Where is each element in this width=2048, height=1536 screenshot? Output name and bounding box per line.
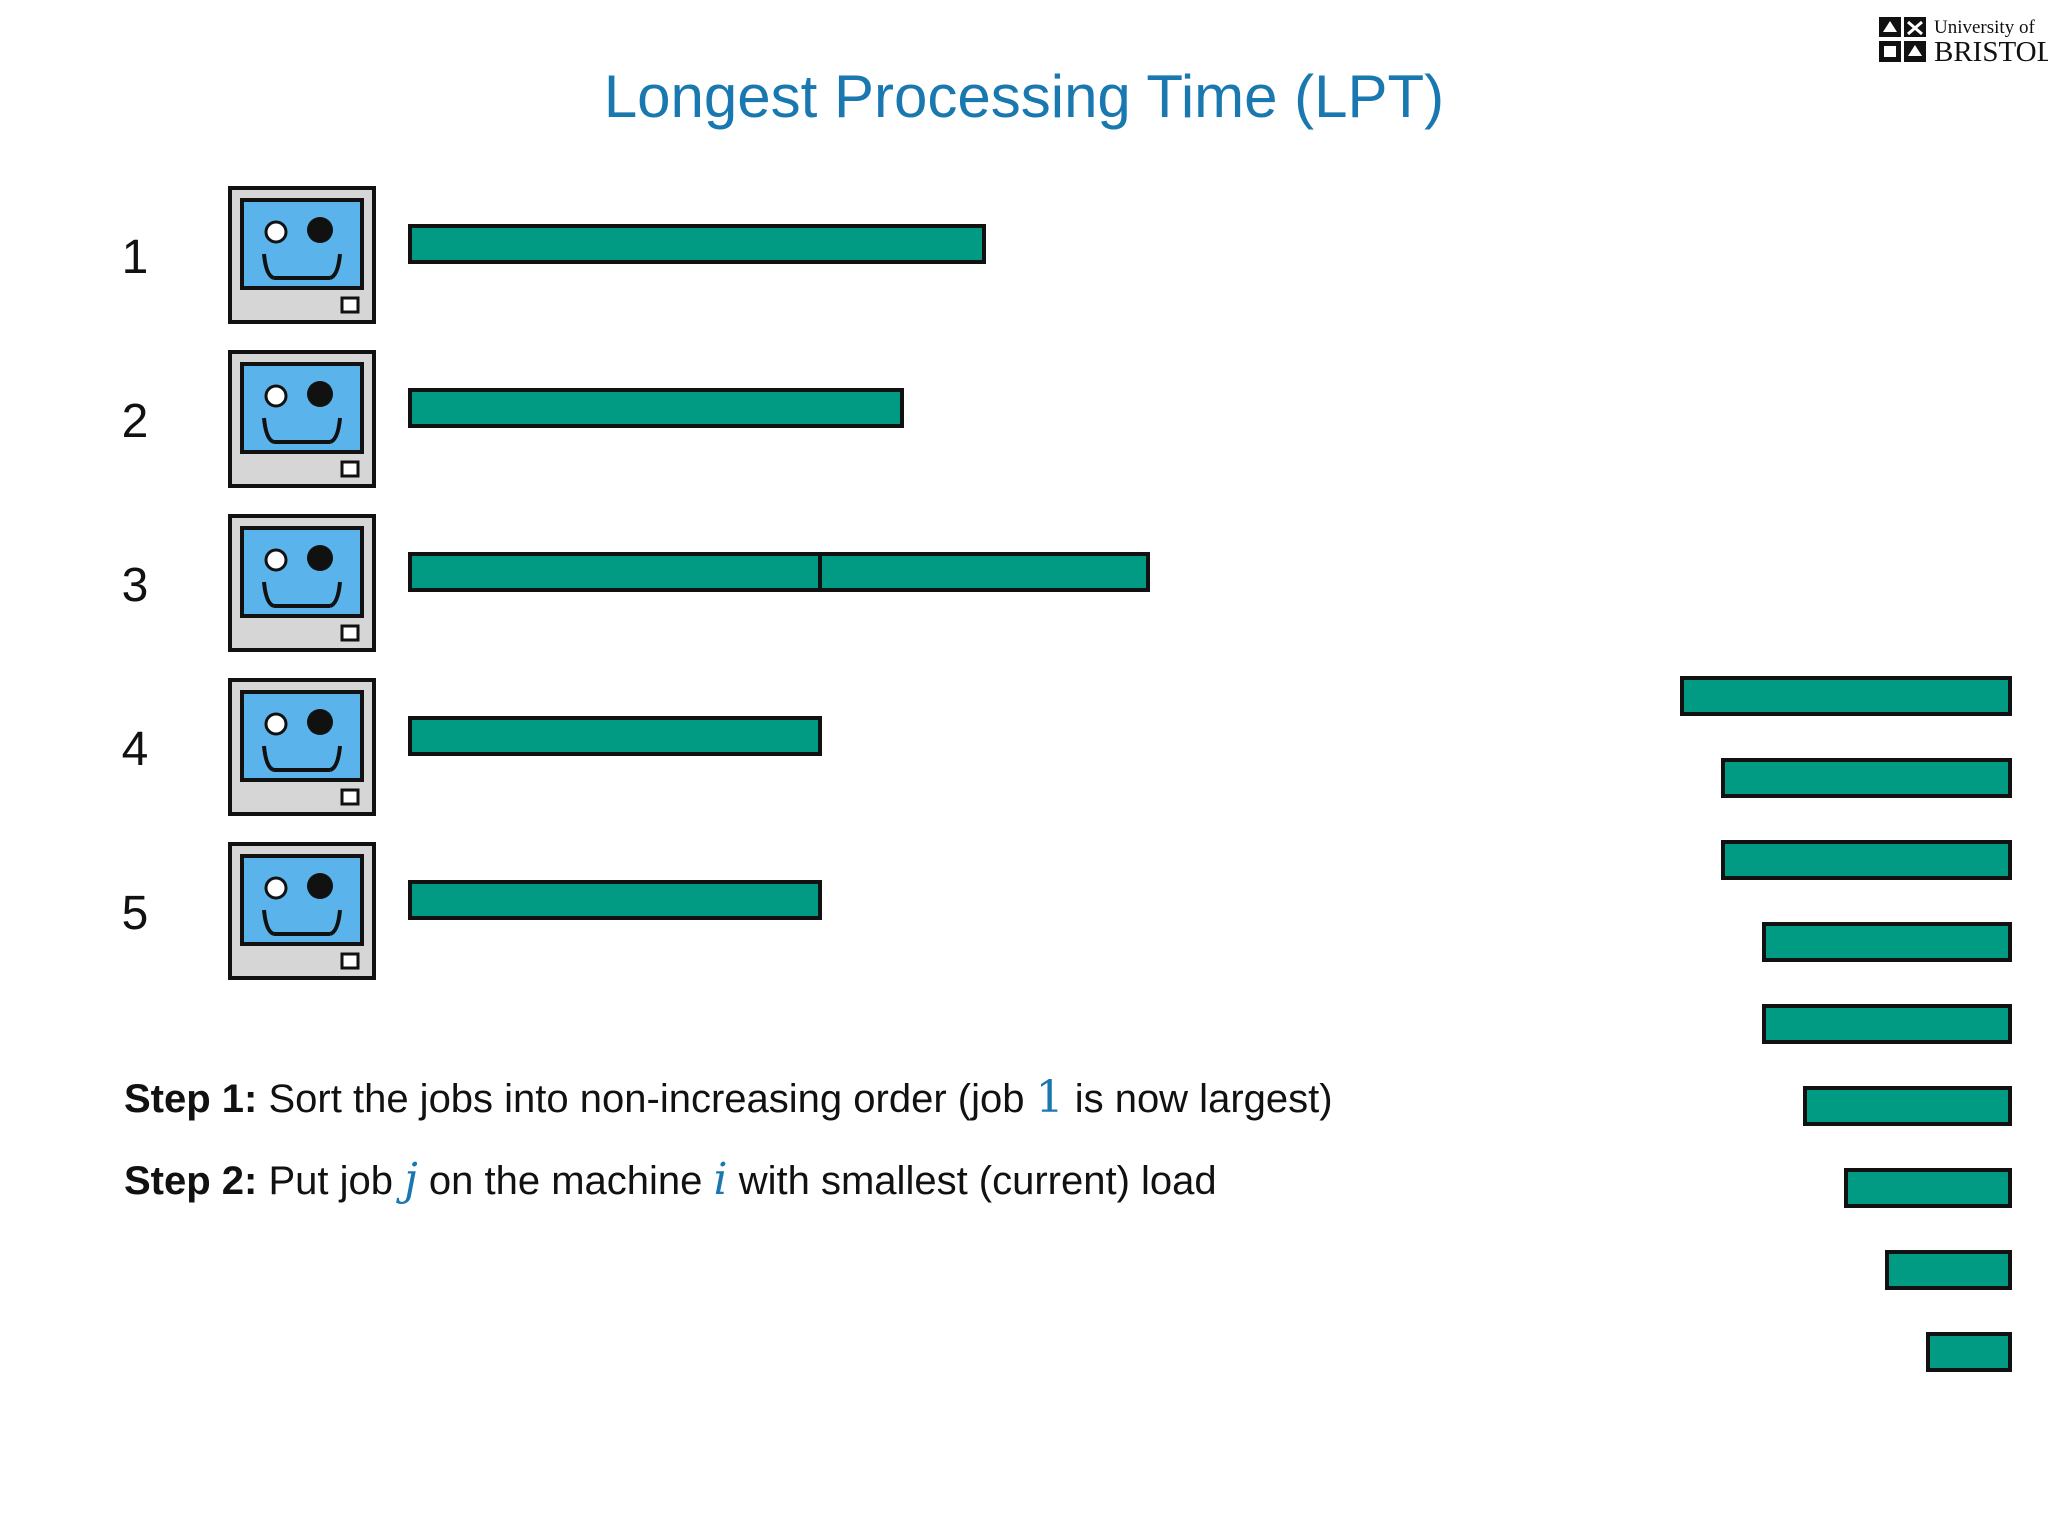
- machine-label-3: 3: [121, 559, 149, 612]
- queued-job-3: [1721, 840, 2012, 880]
- step-2-label: Step 2:: [124, 1159, 258, 1203]
- step-1: Step 1: Sort the jobs into non-increasin…: [124, 1072, 1333, 1123]
- step-1-text-a: Sort the jobs into non-increasing order …: [268, 1077, 1036, 1121]
- step-2: Step 2: Put job j on the machine i with …: [124, 1154, 1217, 1205]
- machine-label-5: 5: [121, 887, 149, 940]
- machine-label-4: 4: [121, 723, 149, 776]
- machine-label-2: 2: [121, 395, 149, 448]
- step-2-var-i: i: [713, 1154, 728, 1205]
- step-2-var-j: j: [404, 1154, 418, 1205]
- machine-2-job-1: [408, 388, 904, 428]
- queued-job-5: [1762, 1004, 2012, 1044]
- logo-line1: University of: [1934, 17, 2035, 38]
- computer-icon: [228, 514, 376, 652]
- crest-icon: [1879, 17, 1926, 62]
- queued-job-1: [1680, 676, 2012, 716]
- university-logo: University of BRISTOL: [1878, 14, 2048, 68]
- computer-icon: [228, 842, 376, 980]
- step-1-text-b: is now largest): [1063, 1077, 1333, 1121]
- step-1-job-number: 1: [1035, 1072, 1064, 1123]
- logo-line2: BRISTOL: [1934, 36, 2048, 68]
- slide-title: Longest Processing Time (LPT): [603, 63, 1445, 130]
- queued-job-4: [1762, 922, 2012, 962]
- step-2-text-b: on the machine: [417, 1159, 714, 1203]
- step-2-text-c: with smallest (current) load: [727, 1159, 1217, 1203]
- machine-2: [228, 350, 376, 488]
- machine-5: [228, 842, 376, 980]
- queued-job-7: [1844, 1168, 2012, 1208]
- machine-3-job-2: [818, 552, 1150, 592]
- machine-3: [228, 514, 376, 652]
- queued-job-6: [1803, 1086, 2012, 1126]
- step-2-text-a: Put job: [268, 1159, 405, 1203]
- machine-4: [228, 678, 376, 816]
- machine-label-1: 1: [121, 231, 149, 284]
- machine-5-job-1: [408, 880, 822, 920]
- machine-4-job-1: [408, 716, 822, 756]
- step-1-label: Step 1:: [124, 1077, 258, 1121]
- computer-icon: [228, 678, 376, 816]
- computer-icon: [228, 350, 376, 488]
- machine-1-job-1: [408, 224, 986, 264]
- queued-job-8: [1885, 1250, 2012, 1290]
- machine-1: [228, 186, 376, 324]
- computer-icon: [228, 186, 376, 324]
- queued-job-9: [1926, 1332, 2012, 1372]
- machine-3-job-1: [408, 552, 822, 592]
- queued-job-2: [1721, 758, 2012, 798]
